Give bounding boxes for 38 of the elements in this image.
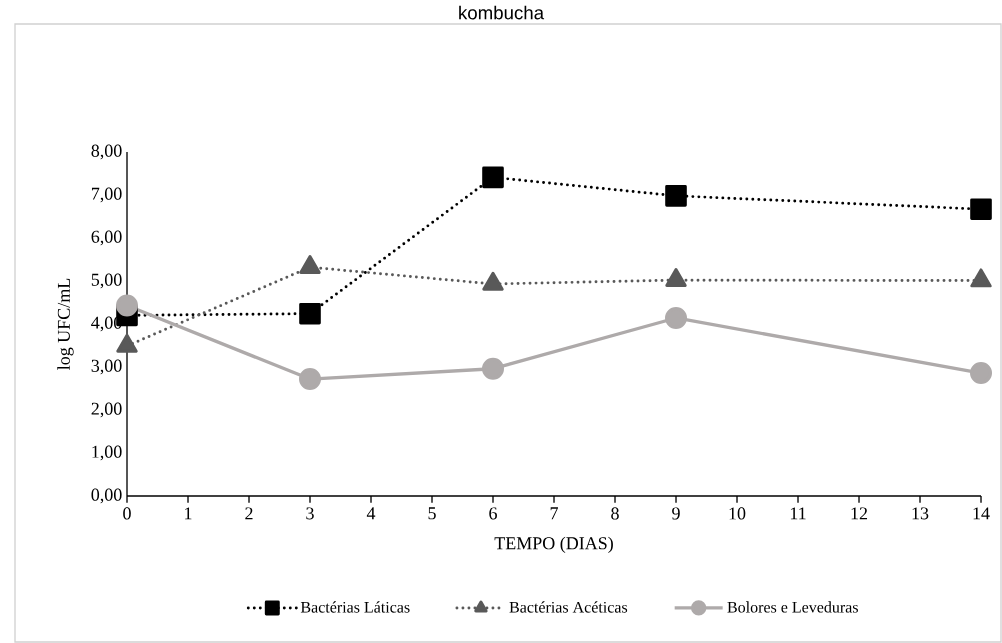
legend-label: Bolores e Leveduras (727, 601, 858, 613)
point (970, 198, 992, 220)
x-tick-label: 10 (729, 507, 746, 520)
x-tick-label: 2 (245, 507, 253, 520)
y-tick-label: 0,00 (91, 488, 122, 504)
x-tick-label: 14 (973, 507, 990, 520)
x-tick-label: 3 (306, 507, 314, 520)
x-tick-label: 1 (185, 507, 192, 520)
point (299, 368, 322, 391)
point (665, 185, 687, 207)
x-tick-label: 11 (790, 507, 806, 520)
chart-title: kombucha (459, 5, 545, 20)
x-tick-label: 9 (672, 507, 680, 520)
point (482, 357, 505, 380)
point (299, 302, 321, 325)
x-tick-label: 8 (611, 507, 619, 520)
x-tick-label: 0 (123, 507, 131, 520)
legend-label: Bactérias Láticas (300, 601, 410, 613)
y-tick-label: 7,00 (91, 187, 122, 203)
point (482, 166, 504, 189)
y-tick-label: 2,00 (91, 402, 122, 418)
x-tick-label: 12 (851, 507, 868, 520)
point (116, 294, 139, 317)
x-tick-label: 5 (428, 507, 436, 520)
y-tick-label: 8,00 (91, 144, 122, 160)
legend-label: Bactérias Acéticas (509, 601, 628, 613)
x-tick-label: 4 (366, 507, 376, 520)
y-tick-label: 5,00 (91, 273, 122, 289)
point (665, 306, 688, 329)
y-tick-label: 1,00 (92, 445, 122, 461)
x-tick-label: 7 (550, 507, 558, 520)
point (970, 362, 993, 385)
x-tick-label: 6 (489, 507, 497, 520)
x-tick-label: 13 (912, 507, 929, 520)
y-tick-label: 3,00 (91, 359, 122, 375)
y-tick-label: 6,00 (91, 230, 122, 246)
x-axis-title: TEMPO (DIAS) (494, 536, 613, 553)
y-axis-title: log UFC/mL (57, 278, 74, 370)
